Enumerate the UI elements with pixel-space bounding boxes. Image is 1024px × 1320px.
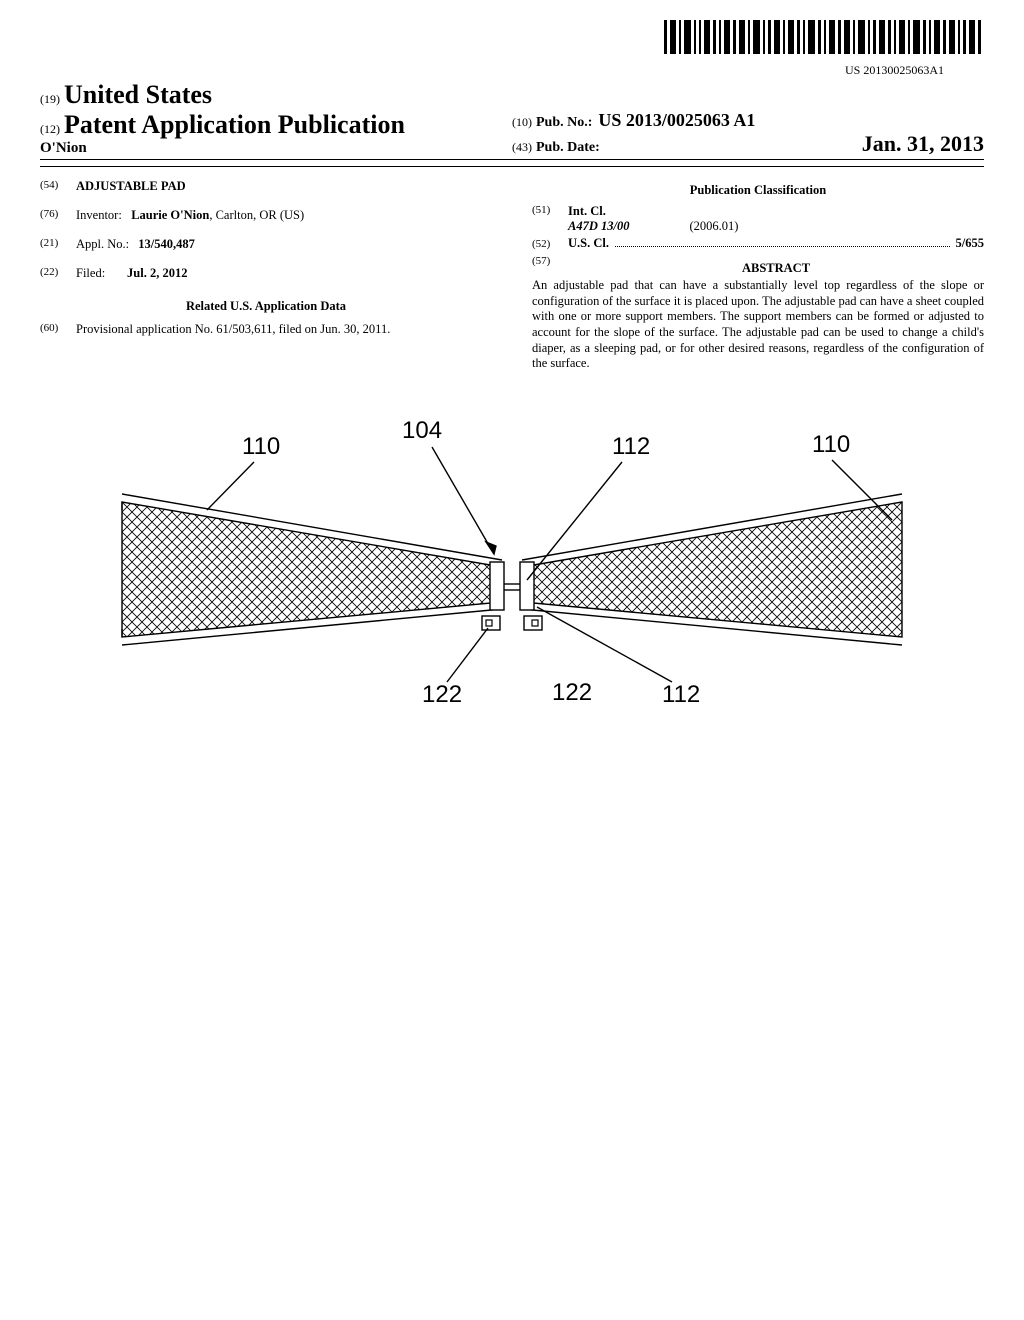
- pub-no-code: (10): [512, 115, 532, 130]
- label-51: Int. Cl.: [568, 204, 606, 219]
- uscl: 5/655: [956, 236, 984, 251]
- label-76: Inventor:: [76, 208, 122, 222]
- code-21: (21): [40, 237, 76, 252]
- field-51: (51) Int. Cl.: [532, 204, 984, 219]
- barcode-text: US 20130025063A1: [40, 63, 944, 78]
- filed-date: Jul. 2, 2012: [127, 266, 187, 280]
- pub-date-label: Pub. Date:: [536, 140, 600, 156]
- right-wedge: [522, 494, 902, 645]
- header-row: (19) United States (12) Patent Applicati…: [40, 80, 984, 160]
- pub-date-line: (43) Pub. Date: Jan. 31, 2013: [512, 131, 984, 157]
- barcode: [664, 20, 984, 63]
- right-column: Publication Classification (51) Int. Cl.…: [532, 179, 984, 372]
- label-22: Filed:: [76, 266, 105, 280]
- field-76: (76) Inventor: Laurie O'Nion, Carlton, O…: [40, 208, 492, 223]
- code-54: (54): [40, 179, 76, 194]
- field-21: (21) Appl. No.: 13/540,487: [40, 237, 492, 252]
- pub-no-line: (10) Pub. No.: US 2013/0025063 A1: [512, 110, 984, 131]
- pub-type-code: (12): [40, 122, 60, 136]
- inventor-loc: , Carlton, OR (US): [209, 208, 304, 222]
- code-60: (60): [40, 322, 76, 337]
- abstract-heading: ABSTRACT: [568, 261, 984, 276]
- label-21: Appl. No.:: [76, 237, 129, 251]
- abstract-text: An adjustable pad that can have a substa…: [532, 278, 984, 372]
- biblio-columns: (54) ADJUSTABLE PAD (76) Inventor: Lauri…: [40, 179, 984, 372]
- label-110a: 110: [242, 433, 280, 460]
- label-52: U.S. Cl.: [568, 236, 609, 251]
- label-110b: 110: [812, 431, 850, 458]
- intcl-row: A47D 13/00 (2006.01): [532, 219, 984, 234]
- intcl-year: (2006.01): [689, 219, 738, 234]
- country: United States: [64, 80, 212, 109]
- field-22: (22) Filed: Jul. 2, 2012: [40, 266, 492, 281]
- pub-no-label: Pub. No.:: [536, 115, 592, 131]
- country-code: (19): [40, 92, 60, 106]
- code-76: (76): [40, 208, 76, 223]
- code-22: (22): [40, 266, 76, 281]
- pub-type: Patent Application Publication: [64, 110, 405, 139]
- barcode-block: US 20130025063A1: [40, 20, 984, 78]
- code-57: (57): [532, 255, 568, 278]
- left-column: (54) ADJUSTABLE PAD (76) Inventor: Lauri…: [40, 179, 492, 372]
- inventor-name: Laurie O'Nion: [131, 208, 209, 222]
- field-57: (57) ABSTRACT: [532, 255, 984, 278]
- field-52: (52) U.S. Cl. 5/655: [532, 236, 984, 251]
- related-heading: Related U.S. Application Data: [40, 299, 492, 314]
- classification-heading: Publication Classification: [532, 183, 984, 198]
- pub-date: Jan. 31, 2013: [862, 131, 984, 157]
- label-112a: 112: [612, 433, 650, 460]
- code-51: (51): [532, 204, 568, 219]
- label-104: 104: [402, 417, 442, 444]
- label-122a: 122: [422, 681, 462, 708]
- divider: [40, 166, 984, 167]
- figure: 110 104 112 110 122 122 112: [40, 402, 984, 727]
- label-112b: 112: [662, 681, 700, 708]
- code-52: (52): [532, 238, 568, 250]
- left-wedge: [122, 494, 502, 645]
- field-60: (60) Provisional application No. 61/503,…: [40, 322, 492, 337]
- intcl: A47D 13/00: [568, 219, 629, 234]
- dots: [615, 239, 950, 248]
- pub-no: US 2013/0025063 A1: [598, 110, 755, 131]
- provisional-text: Provisional application No. 61/503,611, …: [76, 322, 390, 337]
- author: O'Nion: [40, 140, 512, 157]
- title: ADJUSTABLE PAD: [76, 179, 186, 194]
- field-54: (54) ADJUSTABLE PAD: [40, 179, 492, 194]
- appl-no: 13/540,487: [138, 237, 195, 251]
- label-122b: 122: [552, 679, 592, 706]
- pub-date-code: (43): [512, 140, 532, 155]
